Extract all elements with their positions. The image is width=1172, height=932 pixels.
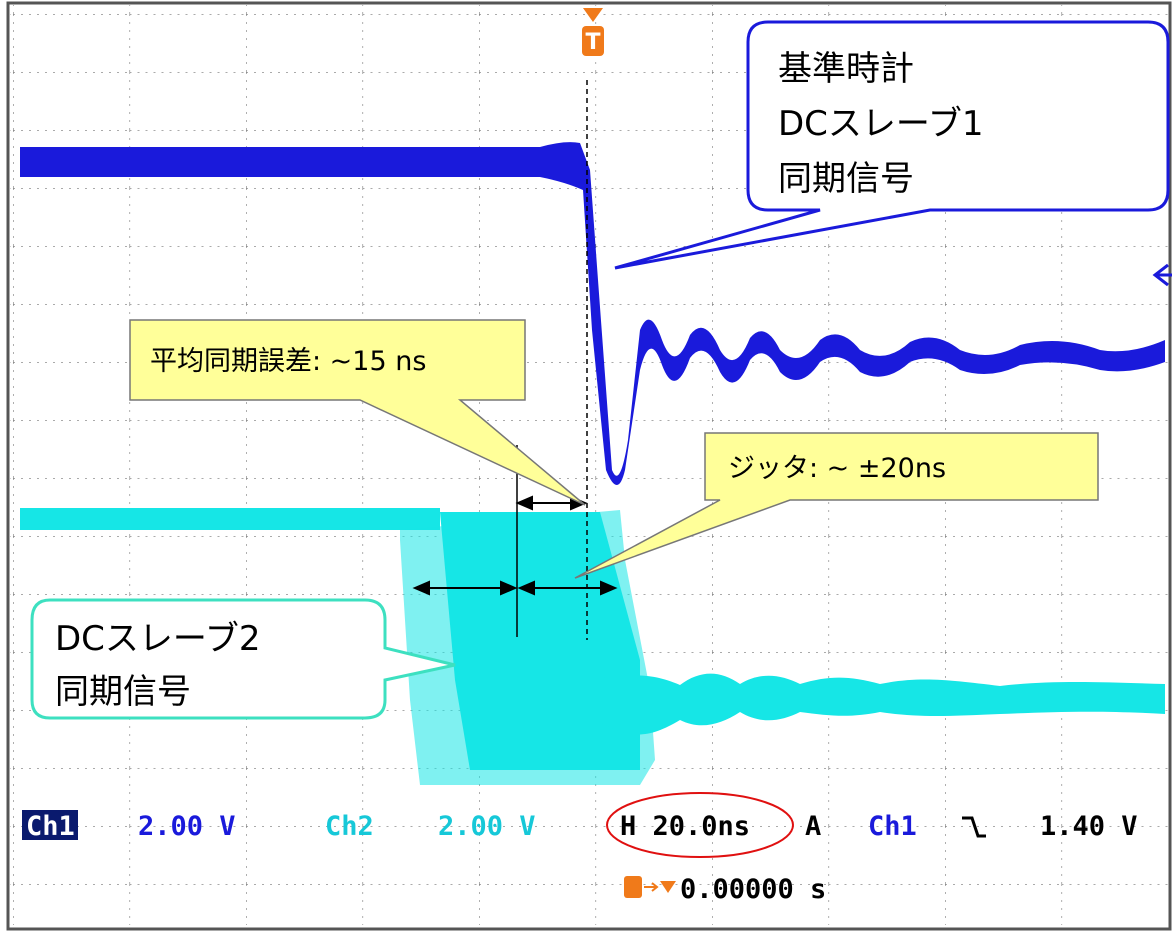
trigger-marker-label: T xyxy=(585,30,600,55)
callout-reference-line: 基準時計 xyxy=(778,49,914,89)
scope-screen: T 基準時計 DCスレーブ1 同期信号 平均同期誤差: ~15 ns ジッタ: … xyxy=(0,0,1172,932)
callout-slave2-line: DCスレーブ2 xyxy=(55,619,261,659)
ch2-jitter-core xyxy=(440,512,640,770)
callout-mean-error-text: 平均同期誤差: ~15 ns xyxy=(150,346,426,377)
callout-jitter-text: ジッタ: ~ ±20ns xyxy=(728,453,946,484)
trigger-source: Ch1 xyxy=(868,811,917,842)
callout-reference-line: 同期信号 xyxy=(778,159,914,199)
page: T 基準時計 DCスレーブ1 同期信号 平均同期誤差: ~15 ns ジッタ: … xyxy=(0,0,1172,932)
ch2-scale: 2.00 V xyxy=(438,811,536,842)
trigger-level: 1.40 V xyxy=(1040,811,1138,842)
trigger-position: 0.00000 s xyxy=(680,874,826,905)
horizontal-scale: H 20.0ns xyxy=(620,811,750,842)
callout-reference-line: DCスレーブ1 xyxy=(778,104,984,144)
acquire-mode: A xyxy=(805,811,821,842)
callout-slave2-line: 同期信号 xyxy=(55,672,191,712)
ch1-label: Ch1 xyxy=(26,811,75,842)
trigger-position-icon xyxy=(624,876,642,898)
ch2-high xyxy=(20,508,440,530)
ch2-label: Ch2 xyxy=(325,811,374,842)
ch1-scale: 2.00 V xyxy=(138,811,236,842)
